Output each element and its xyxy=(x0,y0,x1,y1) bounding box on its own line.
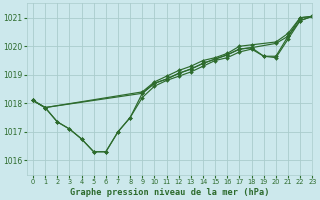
X-axis label: Graphe pression niveau de la mer (hPa): Graphe pression niveau de la mer (hPa) xyxy=(70,188,269,197)
